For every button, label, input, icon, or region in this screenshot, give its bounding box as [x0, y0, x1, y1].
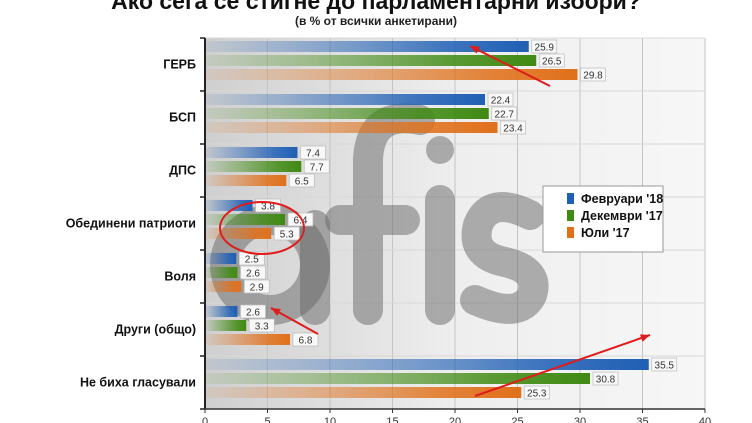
bar [206, 175, 287, 186]
x-tick-label: 20 [449, 416, 461, 423]
data-label: 6.8 [299, 336, 313, 347]
bar [206, 281, 242, 292]
category-label: Воля [164, 270, 196, 284]
chart-subtitle: (в % от всички анкетирани) [294, 14, 458, 28]
bar [206, 320, 247, 331]
data-label: 25.3 [527, 389, 547, 400]
data-label: 3.3 [255, 322, 269, 333]
category-label: Обединени патриоти [66, 217, 196, 231]
legend-label: Юли '17 [581, 226, 630, 240]
bar [206, 108, 489, 119]
legend-swatch [567, 210, 574, 221]
data-label: 7.7 [310, 163, 324, 174]
data-label-box [491, 106, 518, 121]
bar [206, 334, 290, 345]
data-label-box [651, 357, 678, 372]
data-label-box [288, 173, 315, 188]
data-label: 3.8 [261, 202, 275, 213]
x-tick-label: 30 [574, 416, 586, 423]
chart-title: Ако сега се стигне до парламентарни избо… [111, 0, 641, 14]
data-label-box [243, 279, 270, 294]
data-label: 6.4 [294, 216, 308, 227]
bar [206, 228, 272, 239]
data-label-box [487, 92, 514, 107]
data-label-box [287, 212, 314, 227]
data-label-box [292, 332, 319, 347]
x-tick-label: 0 [202, 416, 208, 423]
data-label: 2.6 [246, 308, 260, 319]
data-label: 25.9 [535, 43, 555, 54]
bar [206, 122, 498, 133]
data-label: 23.4 [503, 124, 523, 135]
data-label-box [303, 159, 330, 174]
bar [206, 387, 522, 398]
data-label-box [273, 226, 300, 241]
x-tick-label: 5 [264, 416, 270, 423]
data-label: 35.5 [655, 361, 675, 372]
data-label: 2.6 [246, 269, 260, 280]
data-label: 26.5 [542, 57, 562, 68]
data-label: 29.8 [583, 71, 603, 82]
bar [206, 267, 238, 278]
arrow-head-icon [271, 308, 281, 316]
x-tick-label: 40 [699, 416, 711, 423]
data-label-box [300, 145, 326, 160]
bar [206, 306, 238, 317]
bar [206, 147, 298, 158]
arrow-head-icon [470, 46, 480, 54]
data-label: 2.5 [245, 255, 259, 266]
data-label-box [531, 39, 558, 54]
data-label-box [500, 120, 526, 135]
data-label: 6.5 [295, 177, 309, 188]
legend-swatch [567, 193, 574, 204]
bar [206, 359, 649, 370]
bar [206, 161, 302, 172]
bar [206, 214, 285, 225]
data-label-box [248, 318, 275, 333]
data-label-box [523, 385, 550, 400]
category-label: ГЕРБ [163, 58, 196, 72]
data-label: 30.8 [596, 375, 616, 386]
annotation-arrow [474, 334, 651, 397]
legend [542, 185, 664, 253]
category-label: Други (общо) [115, 323, 196, 337]
bar [206, 94, 485, 105]
legend-label: Декември '17 [581, 209, 663, 223]
annotation-ellipse [219, 201, 305, 255]
category-label: Не биха гласували [80, 376, 196, 390]
legend-label: Февруари '18 [581, 192, 663, 206]
data-label-box [538, 53, 565, 68]
data-label: 7.4 [306, 149, 320, 160]
data-label-box [240, 265, 266, 280]
bar [206, 41, 529, 52]
bar [206, 373, 590, 384]
data-label: 22.4 [491, 96, 511, 107]
data-label-box [240, 304, 266, 319]
bar [206, 55, 537, 66]
bar [206, 69, 578, 80]
category-label: БСП [169, 111, 196, 125]
annotation-arrow [469, 45, 551, 87]
arrow-head-icon [640, 334, 650, 342]
category-label: ДПС [169, 164, 196, 178]
data-label-box [238, 251, 265, 266]
x-tick-label: 25 [511, 416, 523, 423]
data-label: 2.9 [250, 283, 264, 294]
bar [206, 200, 253, 211]
data-label: 22.7 [495, 110, 515, 121]
bar [206, 253, 237, 264]
x-tick-label: 35 [636, 416, 648, 423]
data-label: 5.3 [280, 230, 294, 241]
legend-swatch [567, 227, 574, 238]
data-label-box [592, 371, 619, 386]
x-tick-label: 10 [324, 416, 336, 423]
x-tick-label: 15 [386, 416, 398, 423]
data-label-box [580, 67, 606, 82]
